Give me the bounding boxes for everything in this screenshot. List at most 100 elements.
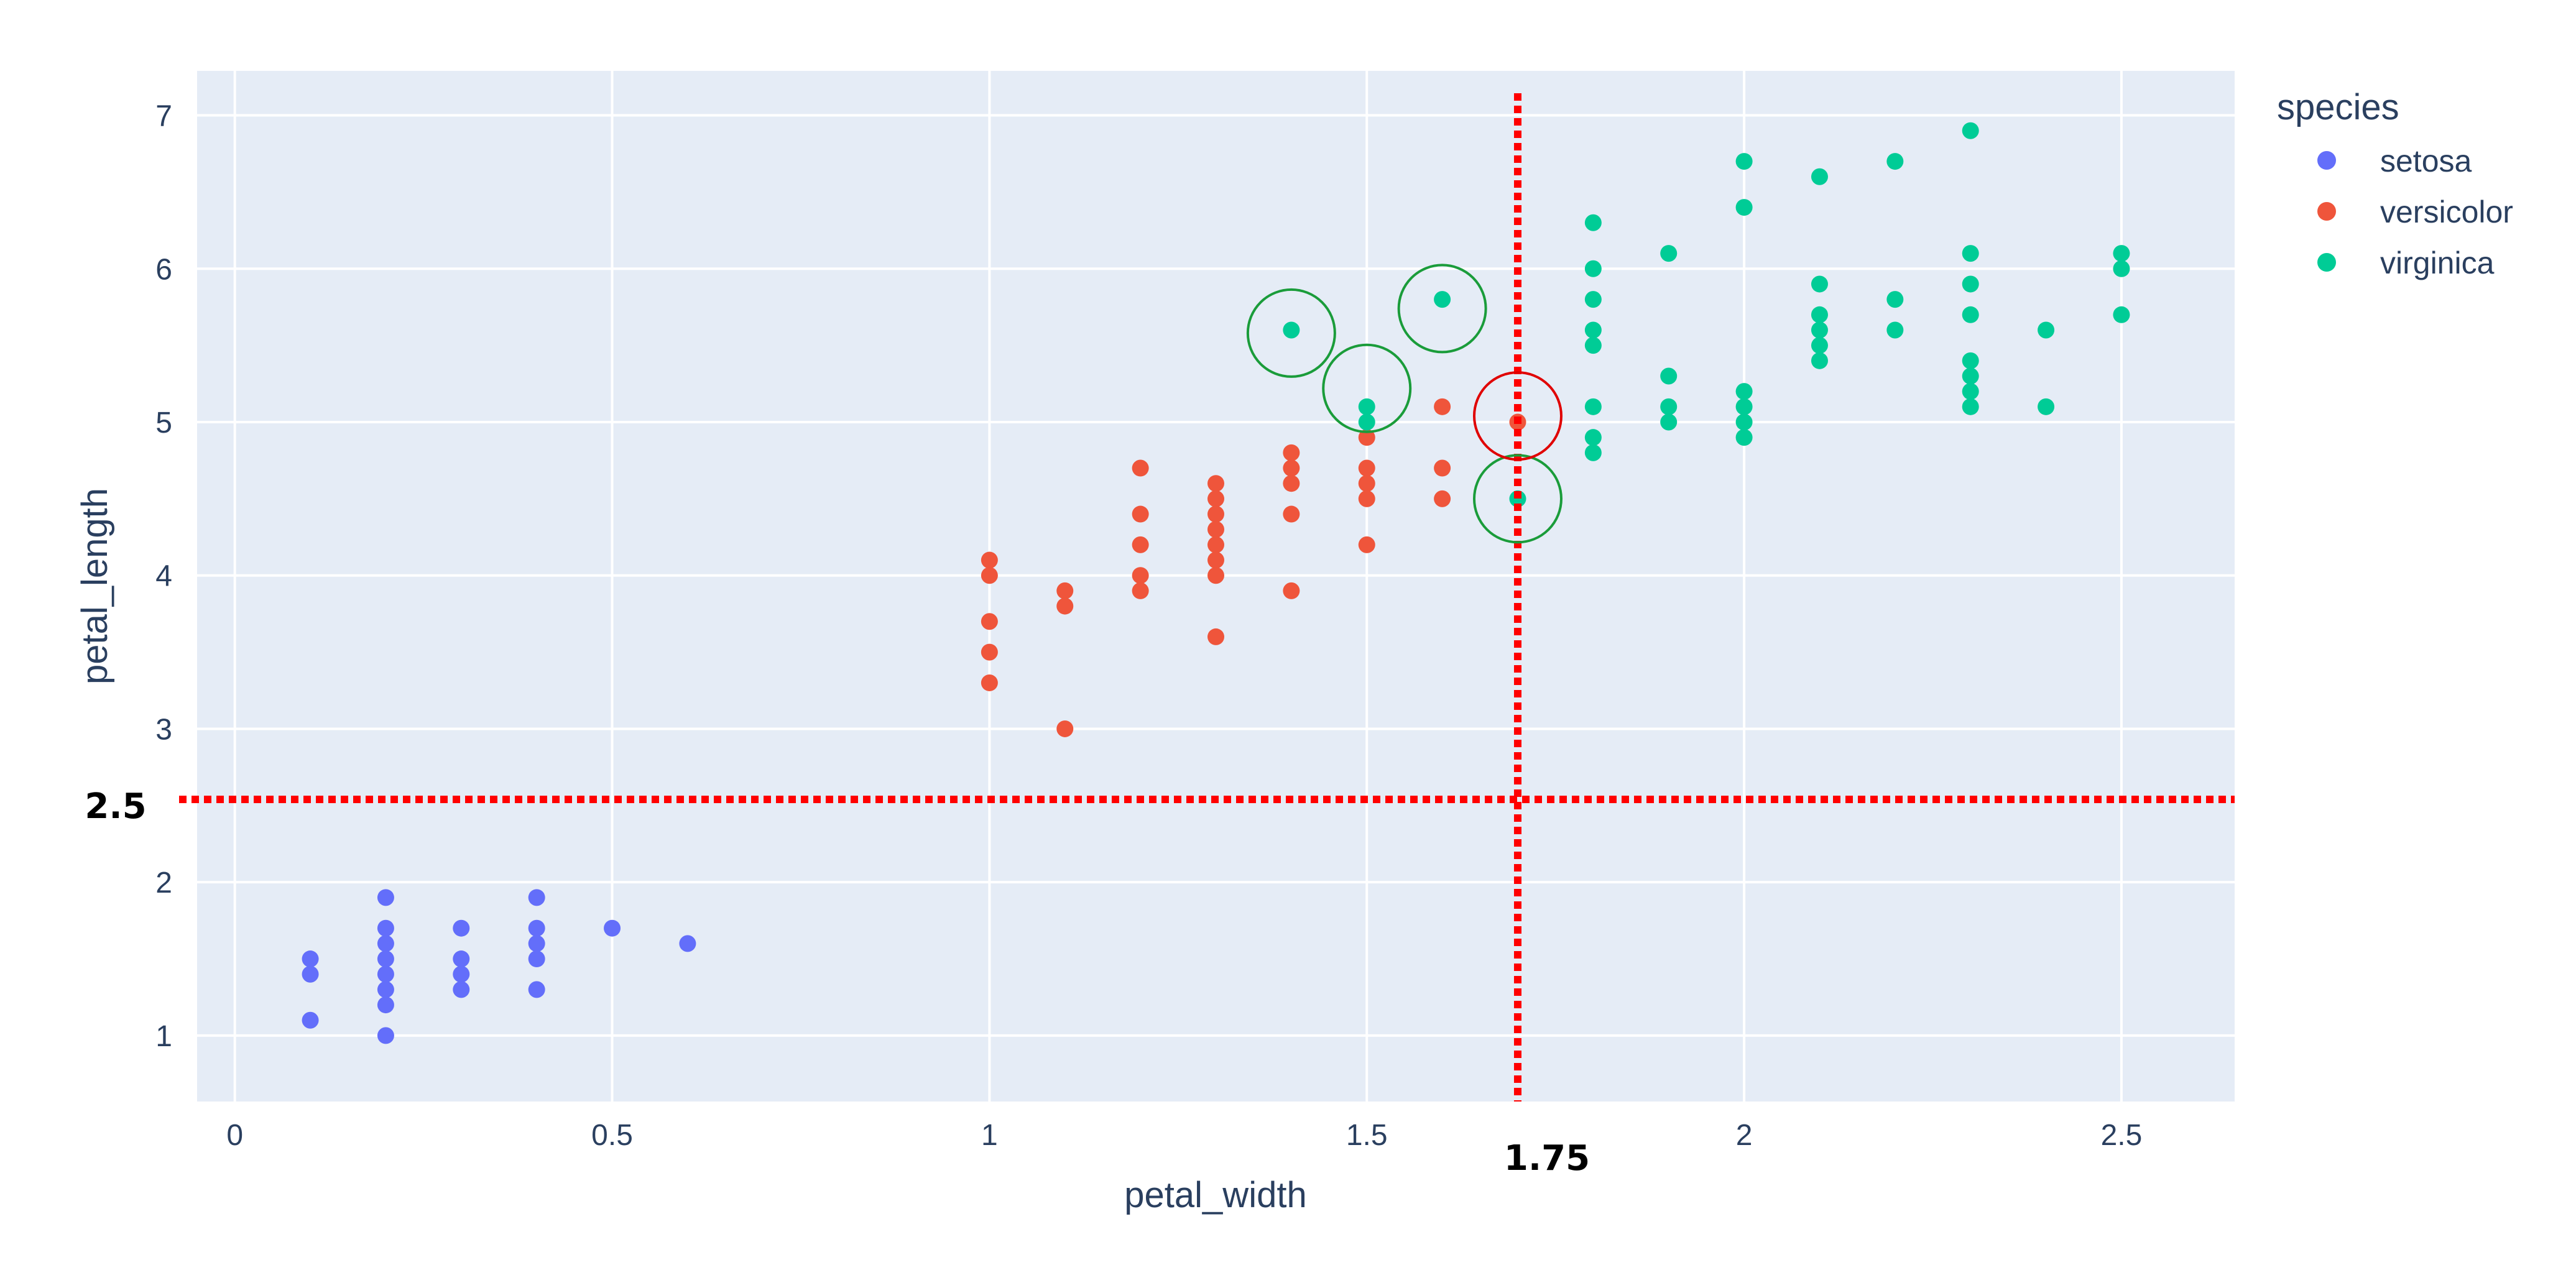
highlight-circle bbox=[1397, 264, 1487, 354]
data-point-versicolor bbox=[1283, 505, 1300, 523]
data-point-versicolor bbox=[981, 643, 998, 661]
y-axis-title: petal_length bbox=[75, 488, 115, 684]
data-point-virginica bbox=[1735, 199, 1753, 216]
data-point-setosa bbox=[679, 935, 696, 952]
data-point-virginica bbox=[1434, 291, 1451, 308]
legend-item-versicolor[interactable]: versicolor bbox=[2317, 195, 2513, 229]
x-axis-title: petal_width bbox=[1124, 1175, 1306, 1215]
data-point-setosa bbox=[528, 935, 545, 952]
data-point-setosa bbox=[528, 919, 545, 937]
data-point-versicolor bbox=[1434, 490, 1451, 507]
data-point-virginica bbox=[2038, 321, 2055, 339]
data-point-virginica bbox=[1584, 444, 1602, 461]
data-point-virginica bbox=[1735, 153, 1753, 170]
data-point-setosa bbox=[453, 919, 470, 937]
data-point-virginica bbox=[1962, 122, 1979, 139]
data-point-virginica bbox=[1735, 383, 1753, 400]
x-tick-label: 1.5 bbox=[1346, 1119, 1388, 1152]
data-point-virginica bbox=[1509, 490, 1526, 507]
data-point-virginica bbox=[1358, 413, 1375, 431]
data-point-versicolor bbox=[1132, 459, 1149, 477]
data-point-setosa bbox=[377, 996, 394, 1014]
data-point-setosa bbox=[377, 889, 394, 906]
data-point-virginica bbox=[1811, 275, 1828, 293]
data-point-versicolor bbox=[1056, 720, 1074, 737]
data-point-versicolor bbox=[1283, 459, 1300, 477]
data-point-virginica bbox=[1584, 337, 1602, 354]
data-point-setosa bbox=[377, 935, 394, 952]
legend-item-setosa[interactable]: setosa bbox=[2317, 144, 2472, 178]
legend-label-virginica: virginica bbox=[2380, 246, 2495, 280]
data-point-setosa bbox=[453, 981, 470, 998]
data-point-versicolor bbox=[1132, 505, 1149, 523]
data-point-versicolor bbox=[981, 551, 998, 569]
data-point-versicolor bbox=[1207, 475, 1224, 492]
highlight-circle bbox=[1472, 371, 1563, 461]
y-tick-label: 7 bbox=[155, 100, 172, 133]
data-point-virginica bbox=[1660, 398, 1678, 415]
data-point-versicolor bbox=[981, 613, 998, 630]
data-point-virginica bbox=[1584, 214, 1602, 231]
y-tick-label: 3 bbox=[155, 713, 172, 746]
data-point-versicolor bbox=[1207, 567, 1224, 584]
data-point-virginica bbox=[2113, 260, 2130, 277]
data-point-setosa bbox=[377, 919, 394, 937]
data-point-virginica bbox=[1811, 352, 1828, 369]
data-point-setosa bbox=[453, 950, 470, 968]
data-point-virginica bbox=[2113, 306, 2130, 323]
data-point-virginica bbox=[1962, 245, 1979, 262]
data-point-versicolor bbox=[1056, 582, 1074, 599]
data-point-versicolor bbox=[1207, 490, 1224, 507]
y-tick-label: 1 bbox=[155, 1020, 172, 1053]
data-point-virginica bbox=[1811, 321, 1828, 339]
data-point-versicolor bbox=[1207, 521, 1224, 538]
legend-marker-virginica bbox=[2317, 253, 2336, 272]
data-point-setosa bbox=[377, 981, 394, 998]
x-tick-label: 2 bbox=[1736, 1119, 1753, 1152]
y-threshold-label: 2.5 bbox=[85, 786, 146, 827]
data-point-virginica bbox=[1886, 321, 1904, 339]
data-point-virginica bbox=[1660, 367, 1678, 385]
plot-background bbox=[197, 71, 2235, 1102]
data-point-virginica bbox=[1660, 245, 1678, 262]
legend-item-virginica[interactable]: virginica bbox=[2317, 246, 2495, 280]
data-point-versicolor bbox=[1358, 429, 1375, 446]
data-point-setosa bbox=[302, 1011, 319, 1029]
data-point-versicolor bbox=[1283, 475, 1300, 492]
annotations bbox=[179, 93, 2235, 1102]
data-point-virginica bbox=[1584, 260, 1602, 277]
x-tick-label: 0.5 bbox=[591, 1119, 633, 1152]
data-point-virginica bbox=[2038, 398, 2055, 415]
x-tick-label: 1 bbox=[981, 1119, 998, 1152]
highlight-circle bbox=[1246, 288, 1336, 378]
x-axis-ticks: 0 0.5 1 1.5 2 2.5 bbox=[226, 1119, 2142, 1152]
data-point-setosa bbox=[377, 950, 394, 968]
highlight-circle bbox=[1472, 454, 1563, 544]
legend-label-setosa: setosa bbox=[2380, 144, 2472, 178]
data-points bbox=[302, 122, 2130, 1044]
data-point-versicolor bbox=[981, 674, 998, 691]
y-tick-label: 2 bbox=[155, 867, 172, 899]
data-point-virginica bbox=[1811, 168, 1828, 185]
data-point-virginica bbox=[1584, 291, 1602, 308]
legend-marker-setosa bbox=[2317, 151, 2336, 170]
data-point-versicolor bbox=[1358, 459, 1375, 477]
data-point-setosa bbox=[302, 950, 319, 968]
x-tick-label: 0 bbox=[226, 1119, 243, 1152]
data-point-setosa bbox=[528, 950, 545, 968]
data-point-virginica bbox=[1735, 398, 1753, 415]
data-point-versicolor bbox=[1283, 582, 1300, 599]
x-tick-label: 2.5 bbox=[2101, 1119, 2143, 1152]
y-tick-label: 6 bbox=[155, 253, 172, 286]
data-point-virginica bbox=[1584, 429, 1602, 446]
data-point-versicolor bbox=[1132, 536, 1149, 553]
data-point-virginica bbox=[1962, 383, 1979, 400]
data-point-virginica bbox=[1811, 306, 1828, 323]
data-point-virginica bbox=[1962, 398, 1979, 415]
data-point-virginica bbox=[1886, 153, 1904, 170]
y-tick-label: 4 bbox=[155, 560, 172, 593]
data-point-virginica bbox=[1584, 398, 1602, 415]
y-axis-ticks: 1 2 3 4 5 6 7 bbox=[155, 100, 172, 1053]
data-point-versicolor bbox=[1434, 398, 1451, 415]
